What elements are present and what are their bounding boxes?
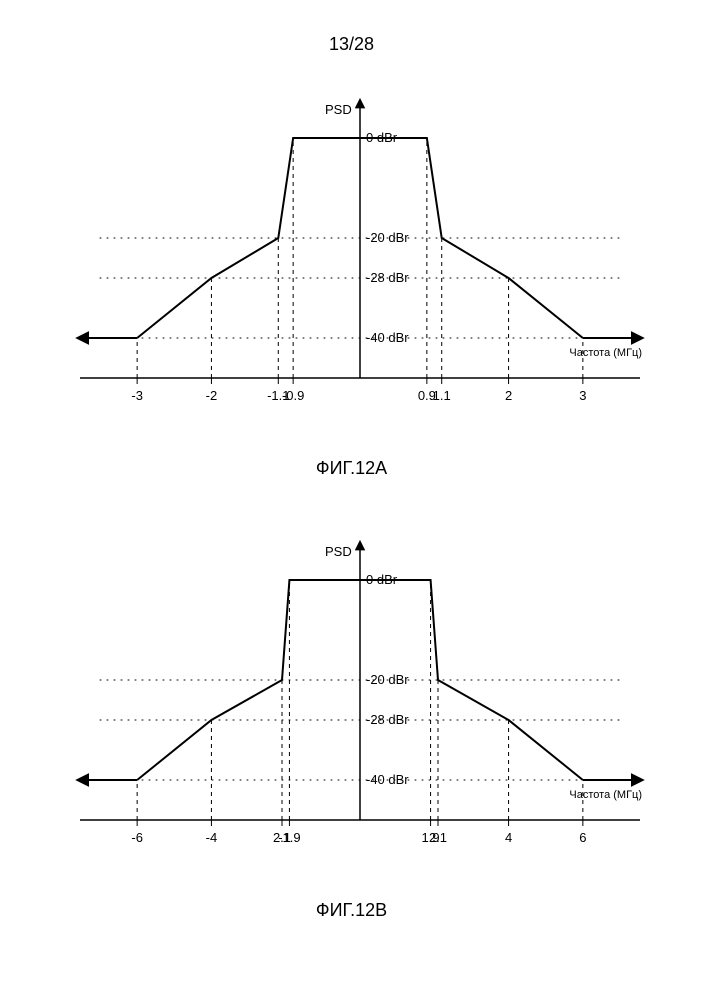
y-level-label: -28 dBr (366, 712, 409, 727)
chart-b-svg: PSD 0 dBr -20 dBr -28 dBr -40 dBr -6 -4 2.1 -1.9… (60, 520, 660, 880)
x-axis-label: Частота (МГц) (569, 789, 642, 801)
y-level-label: -20 dBr (366, 230, 409, 245)
x-tick-label: -1.9 (278, 830, 300, 845)
page-number: 13/28 (329, 34, 374, 55)
y-level-label: -28 dBr (366, 270, 409, 285)
y-level-label: -20 dBr (366, 672, 409, 687)
x-tick-label: -4 (206, 830, 218, 845)
x-tick-label: 1.1 (433, 388, 451, 403)
chart-b-container: PSD 0 dBr -20 dBr -28 dBr -40 dBr -6 -4 2.1 -1.9… (60, 520, 660, 885)
y-axis-label: PSD (325, 102, 352, 117)
y-level-label: -40 dBr (366, 330, 409, 345)
x-tick-label: 4 (505, 830, 512, 845)
y-level-label: 0 dBr (366, 572, 398, 587)
x-tick-label: -3 (131, 388, 143, 403)
x-tick-label: 2 (505, 388, 512, 403)
chart-a-container: PSD0 dBr-20 dBr-28 dBr-40 dBr-3-2-1.1-0.… (60, 78, 660, 443)
y-level-label: 0 dBr (366, 130, 398, 145)
figure-a-label: ФИГ.12A (316, 458, 387, 479)
chart-a-svg: PSD0 dBr-20 dBr-28 dBr-40 dBr-3-2-1.1-0.… (60, 78, 660, 438)
x-tick-label: -0.9 (282, 388, 304, 403)
x-tick-label: -2 (206, 388, 218, 403)
x-tick-label: 6 (579, 830, 586, 845)
y-axis-label: PSD (325, 544, 352, 559)
x-tick-label: 3 (579, 388, 586, 403)
y-level-label: -40 dBr (366, 772, 409, 787)
figure-b-label: ФИГ.12B (316, 900, 387, 921)
page: 13/28 PSD0 dBr-20 dBr-28 dBr-40 dBr-3-2-… (0, 0, 703, 999)
x-tick-label: 2.1 (429, 830, 447, 845)
x-tick-label: -6 (131, 830, 143, 845)
x-axis-label: Частота (МГц) (569, 347, 642, 359)
